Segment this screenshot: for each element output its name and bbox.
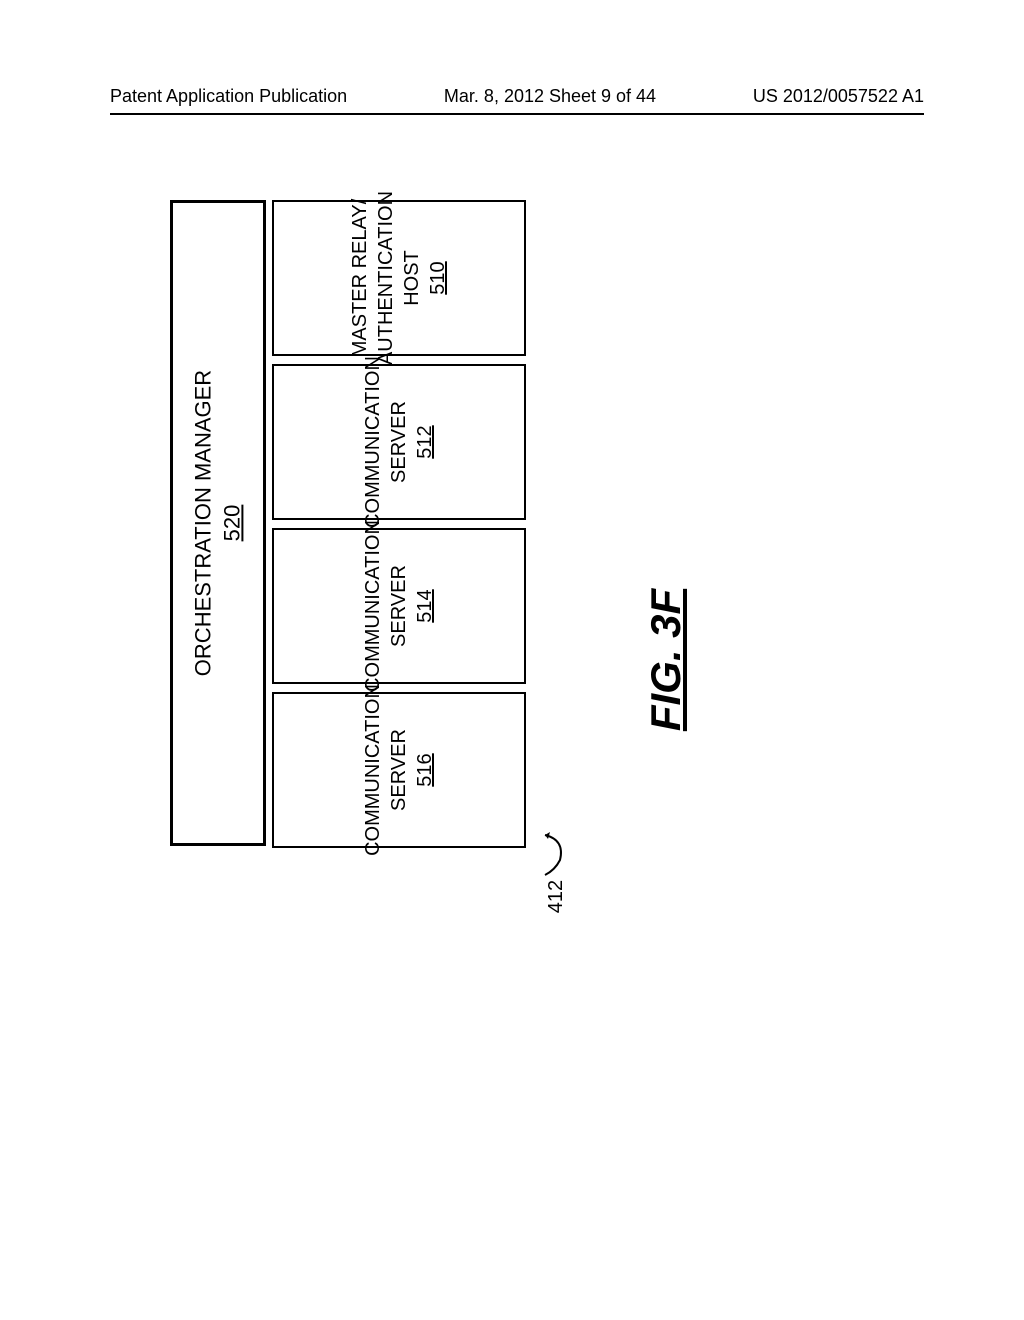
diagram: ORCHESTRATION MANAGER 520 MASTER RELAY/ … [120,200,720,840]
comm-server-box-2: COMMUNICATION SERVER 514 [272,528,526,684]
comm-server-3-label: COMMUNICATION SERVER 516 [360,684,438,856]
box-line1: COMMUNICATION [362,356,384,528]
page-header: Patent Application Publication Mar. 8, 2… [110,86,924,115]
server-boxes-row: MASTER RELAY/ AUTHENTICATION HOST 510 CO… [272,200,526,856]
header-publication-number: US 2012/0057522 A1 [753,86,924,107]
box-ref: 512 [414,425,436,458]
orchestration-manager-label: ORCHESTRATION MANAGER 520 [189,370,246,676]
orchestration-ref-num: 520 [219,505,244,542]
box-line1: COMMUNICATION [362,684,384,856]
comm-server-box-3: COMMUNICATION SERVER 516 [272,692,526,848]
box-line3: HOST [401,250,423,306]
header-date-sheet: Mar. 8, 2012 Sheet 9 of 44 [444,86,656,107]
master-relay-box: MASTER RELAY/ AUTHENTICATION HOST 510 [272,200,526,356]
callout-reference-number: 412 [545,880,568,913]
box-line2: SERVER [388,565,410,647]
box-line1: MASTER RELAY/ [349,199,371,358]
box-line2: AUTHENTICATION [375,191,397,365]
comm-server-2-label: COMMUNICATION SERVER 514 [360,520,438,692]
box-line2: SERVER [388,401,410,483]
orchestration-manager-box: ORCHESTRATION MANAGER 520 [170,200,266,846]
box-line1: COMMUNICATION [362,520,384,692]
callout-curve-icon [540,830,580,880]
box-ref: 510 [427,261,449,294]
box-ref: 516 [414,753,436,786]
box-ref: 514 [414,589,436,622]
comm-server-box-1: COMMUNICATION SERVER 512 [272,364,526,520]
header-publication-type: Patent Application Publication [110,86,347,107]
comm-server-1-label: COMMUNICATION SERVER 512 [360,356,438,528]
figure-label: FIG. 3F [642,589,690,731]
orchestration-label-text: ORCHESTRATION MANAGER [190,370,215,676]
box-line2: SERVER [388,729,410,811]
master-relay-label: MASTER RELAY/ AUTHENTICATION HOST 510 [347,191,451,365]
